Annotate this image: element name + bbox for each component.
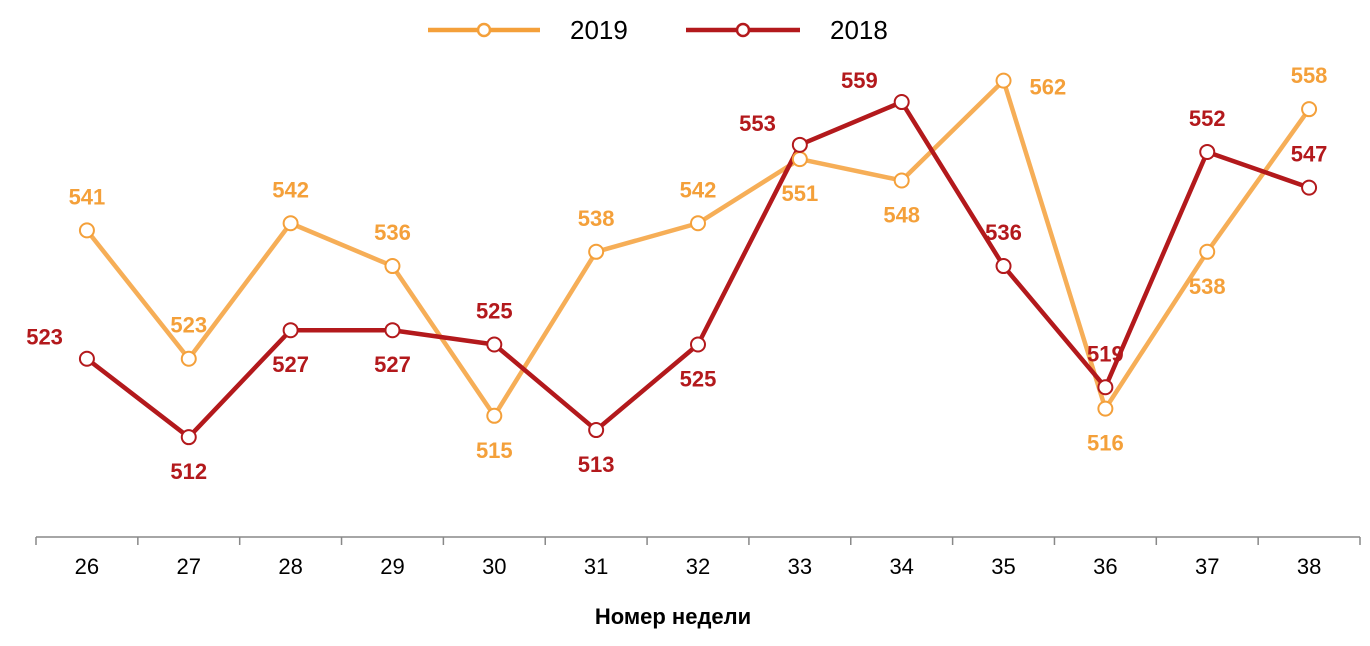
marker-2018-week-36 bbox=[1097, 379, 1114, 396]
data-label-2019-week-34: 548 bbox=[883, 202, 920, 227]
data-label-2018-week-31: 513 bbox=[578, 452, 615, 477]
data-label-2018-week-28: 527 bbox=[272, 352, 309, 377]
marker-2019-week-35 bbox=[995, 72, 1012, 89]
marker-2018-week-33 bbox=[791, 136, 808, 153]
data-label-2019-week-30: 515 bbox=[476, 438, 513, 463]
legend-item-2018: 2018 bbox=[686, 15, 888, 45]
marker-2019-week-33 bbox=[791, 151, 808, 168]
x-tick-label: 36 bbox=[1093, 554, 1117, 579]
marker-2018-week-30 bbox=[486, 336, 503, 353]
data-label-2019-week-28: 542 bbox=[272, 177, 309, 202]
x-tick-label: 33 bbox=[788, 554, 812, 579]
x-tick-label: 26 bbox=[75, 554, 99, 579]
data-label-2018-week-32: 525 bbox=[680, 366, 717, 391]
x-tick-label: 37 bbox=[1195, 554, 1219, 579]
marker-2019-week-28 bbox=[282, 215, 299, 232]
data-label-2019-week-37: 538 bbox=[1189, 274, 1226, 299]
x-tick-label: 27 bbox=[177, 554, 201, 579]
data-label-2018-week-27: 512 bbox=[170, 459, 207, 484]
data-label-2019-week-36: 516 bbox=[1087, 431, 1124, 456]
marker-2018-week-26 bbox=[78, 350, 95, 367]
marker-2019-week-30 bbox=[486, 407, 503, 424]
marker-2019-week-31 bbox=[588, 243, 605, 260]
data-label-2018-week-33: 553 bbox=[739, 111, 776, 136]
legend: 2019 2018 bbox=[428, 15, 888, 45]
data-label-2019-week-35: 562 bbox=[1030, 75, 1067, 100]
marker-2018-week-34 bbox=[893, 94, 910, 111]
data-label-2018-week-37: 552 bbox=[1189, 106, 1226, 131]
data-label-2018-week-30: 525 bbox=[476, 298, 513, 323]
marker-2018-week-32 bbox=[690, 336, 706, 353]
marker-2018-week-27 bbox=[180, 429, 197, 446]
series-markers bbox=[78, 72, 1318, 446]
data-label-2019-week-31: 538 bbox=[578, 206, 615, 231]
marker-2019-week-36 bbox=[1097, 400, 1114, 417]
marker-2019-week-27 bbox=[180, 350, 197, 367]
data-label-2018-week-35: 536 bbox=[985, 220, 1022, 245]
data-label-2019-week-33: 551 bbox=[781, 181, 818, 206]
legend-label-2018: 2018 bbox=[830, 15, 888, 45]
x-axis: 26 27 28 29 30 31 32 33 34 35 36 37 38 bbox=[35, 536, 1361, 579]
legend-label-2019: 2019 bbox=[570, 15, 628, 45]
data-label-2019-week-27: 523 bbox=[170, 313, 207, 338]
data-label-2018-week-34: 559 bbox=[841, 68, 878, 93]
x-tick-label: 28 bbox=[278, 554, 302, 579]
data-labels: 541 523 542 536 515 538 542 551 548 562 516 538 558 5… bbox=[26, 63, 1327, 484]
data-label-2019-week-38: 558 bbox=[1291, 63, 1328, 88]
marker-2019-week-32 bbox=[690, 215, 706, 232]
marker-2018-week-38 bbox=[1301, 179, 1318, 196]
data-label-2018-week-29: 527 bbox=[374, 352, 411, 377]
x-tick-label: 34 bbox=[889, 554, 913, 579]
data-label-2018-week-26: 523 bbox=[26, 325, 63, 350]
marker-2018-week-29 bbox=[384, 322, 401, 339]
marker-2018-week-35 bbox=[995, 258, 1012, 275]
x-tick-label: 35 bbox=[991, 554, 1015, 579]
data-label-2019-week-32: 542 bbox=[680, 177, 717, 202]
marker-2019-week-34 bbox=[893, 172, 910, 189]
marker-2019-week-37 bbox=[1199, 243, 1216, 260]
x-tick-label: 31 bbox=[584, 554, 608, 579]
legend-item-2019: 2019 bbox=[428, 15, 628, 45]
marker-2019-week-26 bbox=[78, 222, 95, 239]
marker-2018-week-28 bbox=[282, 322, 299, 339]
legend-marker-2019 bbox=[476, 22, 492, 38]
x-tick-label: 29 bbox=[380, 554, 404, 579]
x-tick-label: 32 bbox=[686, 554, 710, 579]
x-tick-label: 38 bbox=[1297, 554, 1321, 579]
data-label-2019-week-29: 536 bbox=[374, 220, 411, 245]
data-label-2018-week-38: 547 bbox=[1291, 142, 1328, 167]
x-tick-label: 30 bbox=[482, 554, 506, 579]
legend-marker-2018 bbox=[735, 22, 751, 38]
marker-2019-week-29 bbox=[384, 258, 401, 275]
marker-2018-week-37 bbox=[1199, 143, 1216, 160]
data-label-2019-week-26: 541 bbox=[69, 184, 106, 209]
x-axis-title: Номер недели bbox=[595, 604, 751, 629]
marker-2019-week-38 bbox=[1301, 101, 1318, 118]
marker-2018-week-31 bbox=[588, 422, 605, 439]
data-label-2018-week-36: 519 bbox=[1087, 341, 1124, 366]
